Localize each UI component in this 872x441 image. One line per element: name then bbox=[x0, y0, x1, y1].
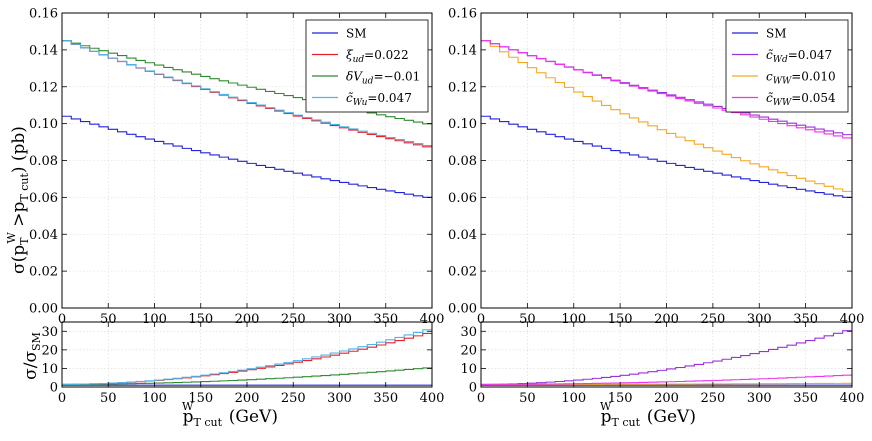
y-tick-label: 0.12 bbox=[448, 80, 477, 95]
x-tick-label: 400 bbox=[420, 391, 445, 406]
y-tick-label: 30 bbox=[460, 325, 477, 340]
x-tick-label: 350 bbox=[793, 391, 818, 406]
x-tick-label: 0 bbox=[58, 312, 66, 327]
x-tick-label: 50 bbox=[519, 312, 536, 327]
y-tick-label: 10 bbox=[41, 362, 58, 377]
right-legend: SM c̃Wd=0.047 cWW=0.010 c̃WW=0.054 bbox=[725, 19, 849, 113]
x-tick-label: 200 bbox=[235, 312, 260, 327]
x-tick-label: 100 bbox=[561, 391, 586, 406]
y-tick-label: 0.00 bbox=[29, 302, 58, 317]
ratio-y-axis-label: σ/σSM bbox=[21, 332, 43, 380]
series-line bbox=[481, 40, 852, 139]
legend-entry: ξud=0.022 bbox=[346, 48, 409, 65]
svg-text:σ(pTW >pT cut) (pb): σ(pTW >pT cut) (pb) bbox=[5, 126, 31, 274]
y-tick-label: 20 bbox=[41, 343, 58, 358]
x-tick-label: 400 bbox=[840, 391, 865, 406]
legend-frame bbox=[725, 19, 849, 113]
series-line bbox=[481, 40, 852, 192]
x-tick-label: 250 bbox=[700, 391, 725, 406]
x-tick-label: 300 bbox=[327, 312, 352, 327]
x-tick-label: 50 bbox=[100, 312, 117, 327]
series-line bbox=[62, 329, 432, 385]
x-tick-label: 100 bbox=[142, 312, 167, 327]
y-tick-label: 0.08 bbox=[448, 154, 477, 169]
y-tick-label: 0.10 bbox=[29, 117, 58, 132]
left-legend: SM ξud=0.022 δVud=−0.01 c̃Wu=0.047 bbox=[305, 19, 429, 113]
y-tick-label: 30 bbox=[41, 325, 58, 340]
series-line bbox=[62, 40, 432, 125]
y-tick-label: 0.14 bbox=[448, 43, 477, 58]
x-tick-label: 350 bbox=[373, 312, 398, 327]
y-tick-label: 0.02 bbox=[29, 265, 58, 280]
x-tick-label: 300 bbox=[747, 312, 772, 327]
x-tick-label: 250 bbox=[700, 312, 725, 327]
x-tick-label: 100 bbox=[142, 391, 167, 406]
left-x-axis-label: pT cutW (GeV) bbox=[182, 400, 278, 429]
y-tick-label: 0.00 bbox=[448, 302, 477, 317]
series-line bbox=[481, 330, 852, 385]
x-tick-label: 150 bbox=[608, 391, 633, 406]
legend-entry: SM bbox=[346, 27, 367, 41]
y-tick-label: 0.06 bbox=[29, 191, 58, 206]
x-tick-label: 150 bbox=[188, 391, 213, 406]
y-tick-label: 0 bbox=[469, 381, 477, 396]
y-tick-label: 0.04 bbox=[448, 228, 477, 243]
legend-entry: cWW=0.010 bbox=[766, 70, 836, 87]
series-line bbox=[62, 367, 432, 385]
x-tick-label: 0 bbox=[58, 391, 66, 406]
x-tick-label: 250 bbox=[281, 391, 306, 406]
series-line bbox=[62, 40, 432, 147]
x-tick-label: 400 bbox=[840, 312, 865, 327]
right-main-panel: 0 50 100 150 200 250 300 350 400 0.00 0.02 0.04 0.06… bbox=[448, 7, 864, 328]
x-tick-label: 350 bbox=[373, 391, 398, 406]
x-tick-label: 350 bbox=[793, 312, 818, 327]
y-tick-label: 0.16 bbox=[448, 7, 477, 22]
y-tick-label: 0 bbox=[50, 381, 58, 396]
x-tick-label: 300 bbox=[747, 391, 772, 406]
x-tick-label: 400 bbox=[420, 312, 445, 327]
y-tick-label: 10 bbox=[460, 362, 477, 377]
x-tick-label: 0 bbox=[477, 312, 485, 327]
y-tick-label: 0.12 bbox=[29, 80, 58, 95]
x-tick-label: 200 bbox=[654, 391, 679, 406]
x-tick-label: 250 bbox=[281, 312, 306, 327]
series-line bbox=[62, 115, 432, 198]
x-tick-label: 100 bbox=[561, 312, 586, 327]
x-tick-label: 200 bbox=[654, 312, 679, 327]
x-tick-label: 50 bbox=[100, 391, 117, 406]
x-tick-label: 0 bbox=[477, 391, 485, 406]
legend-entry: c̃WW=0.054 bbox=[766, 91, 836, 108]
x-tick-label: 150 bbox=[188, 312, 213, 327]
right-x-axis-label: pT cutW (GeV) bbox=[600, 400, 696, 429]
legend-entry: SM bbox=[766, 27, 787, 41]
x-tick-label: 300 bbox=[327, 391, 352, 406]
legend-frame bbox=[305, 19, 429, 113]
x-tick-label: 200 bbox=[235, 391, 260, 406]
legend-entry: c̃Wu=0.047 bbox=[346, 91, 412, 108]
series-line bbox=[62, 332, 432, 385]
y-tick-label: 0.08 bbox=[29, 154, 58, 169]
series-line bbox=[481, 115, 852, 198]
y-tick-label: 0.16 bbox=[29, 7, 58, 22]
svg-text:σ/σSM: σ/σSM bbox=[21, 332, 43, 380]
x-tick-label: 150 bbox=[608, 312, 633, 327]
main-y-axis-label: σ(pTW >pT cut) (pb) bbox=[5, 126, 31, 274]
y-tick-label: 0.06 bbox=[448, 191, 477, 206]
x-tick-label: 50 bbox=[519, 391, 536, 406]
y-tick-label: 0.10 bbox=[448, 117, 477, 132]
y-tick-label: 0.04 bbox=[29, 228, 58, 243]
y-tick-label: 0.02 bbox=[448, 265, 477, 280]
y-tick-label: 20 bbox=[460, 343, 477, 358]
y-tick-label: 0.14 bbox=[29, 43, 58, 58]
series-line bbox=[481, 374, 852, 385]
legend-entry: δVud=−0.01 bbox=[346, 70, 420, 87]
legend-entry: c̃Wd=0.047 bbox=[766, 48, 832, 65]
